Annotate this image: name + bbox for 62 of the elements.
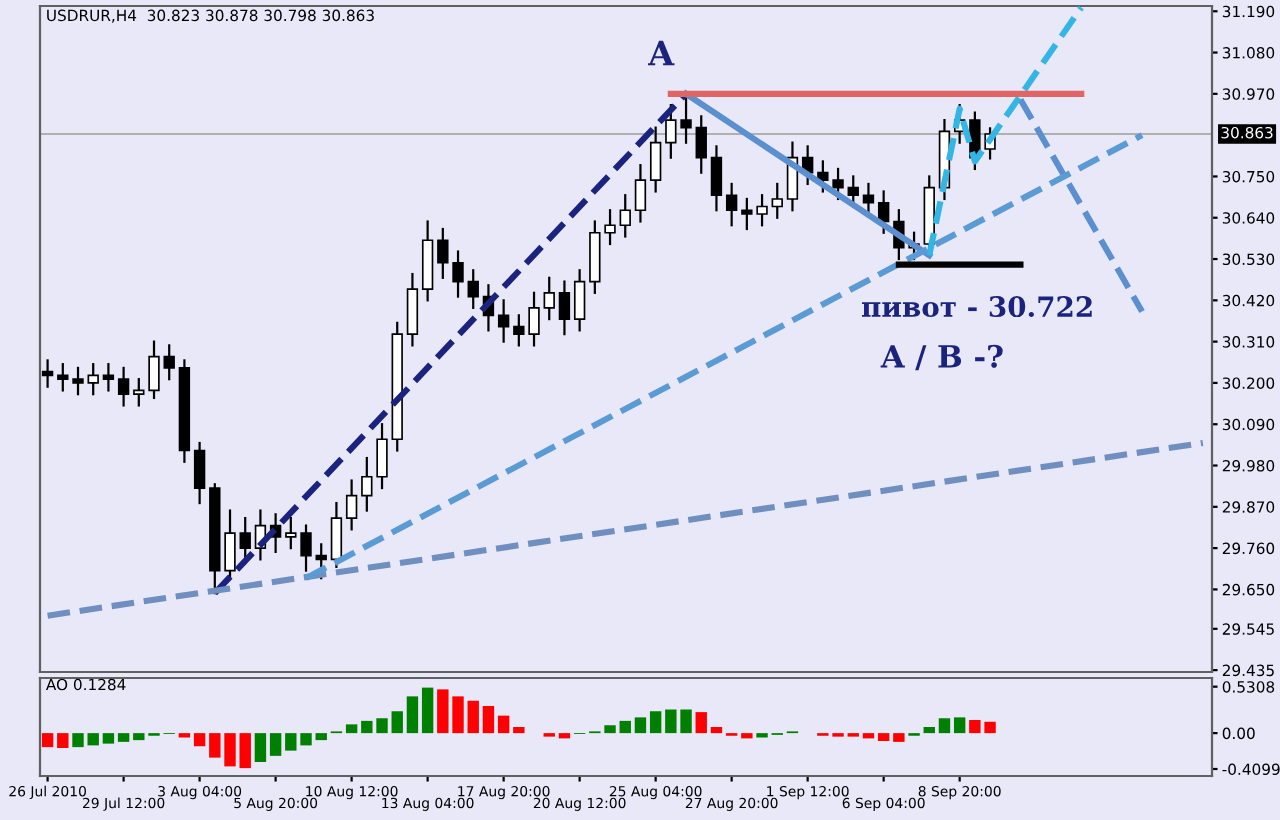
candlestick xyxy=(315,543,327,580)
candlestick xyxy=(57,363,69,392)
candlestick xyxy=(163,344,175,381)
candlestick xyxy=(771,182,783,219)
bar xyxy=(269,733,282,756)
candlestick xyxy=(102,363,115,392)
annotation: пивот - 30.722 xyxy=(861,296,1092,318)
bar xyxy=(315,733,327,741)
candlestick xyxy=(117,366,130,407)
bar xyxy=(41,733,54,748)
bar xyxy=(893,733,905,742)
candlestick xyxy=(41,359,54,388)
candlestick xyxy=(710,145,723,212)
bar xyxy=(391,711,403,734)
candlestick xyxy=(87,363,99,396)
bar xyxy=(558,733,571,739)
candlestick xyxy=(877,190,890,234)
bar xyxy=(710,727,723,734)
bar xyxy=(406,696,419,734)
candlestick xyxy=(467,269,479,309)
candlestick xyxy=(330,501,343,568)
line-series xyxy=(926,6,1085,259)
bar xyxy=(254,733,267,762)
candlestick xyxy=(695,115,707,174)
candlestick xyxy=(345,479,358,531)
candlestick xyxy=(193,441,206,505)
annotation: A xyxy=(647,40,675,66)
candlestick xyxy=(634,164,647,223)
bar xyxy=(619,720,631,734)
bar xyxy=(862,733,875,739)
candlestick xyxy=(406,272,419,347)
candlestick xyxy=(619,194,631,238)
bar xyxy=(634,717,647,734)
bar xyxy=(57,733,69,748)
bar xyxy=(923,727,935,734)
bar xyxy=(953,717,966,734)
bar xyxy=(72,733,84,748)
candlestick xyxy=(573,269,586,332)
bar xyxy=(193,733,206,747)
bar xyxy=(102,733,115,744)
bar xyxy=(467,700,479,734)
annotation: A / B -? xyxy=(880,344,1003,371)
candlestick xyxy=(497,299,510,343)
candlestick xyxy=(649,126,662,193)
bar xyxy=(938,718,951,734)
candlestick xyxy=(558,280,571,336)
bar xyxy=(649,711,662,734)
candlestick xyxy=(543,276,555,321)
bar xyxy=(497,715,510,734)
candlestick xyxy=(725,182,738,227)
bar xyxy=(695,712,707,734)
candlestick xyxy=(862,182,875,216)
bar xyxy=(239,733,251,769)
bar xyxy=(117,733,130,742)
bar xyxy=(741,733,753,739)
bar xyxy=(513,727,525,734)
bar xyxy=(877,733,890,741)
bar xyxy=(421,687,434,734)
candlestick xyxy=(72,366,84,396)
bar xyxy=(345,724,358,734)
bar xyxy=(87,733,99,746)
bar xyxy=(482,706,495,734)
